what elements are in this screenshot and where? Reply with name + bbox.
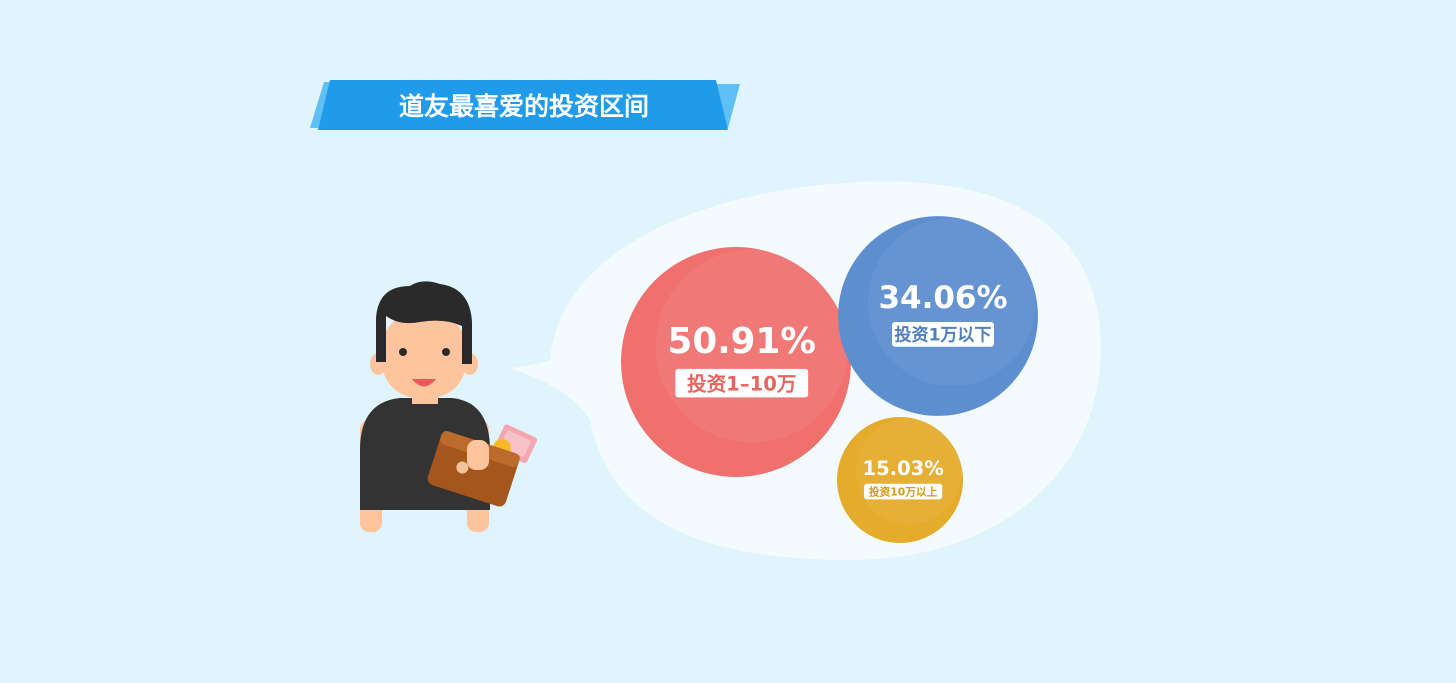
bubble-chart: 50.91% 投资1–10万 34.06% 投资1万以下 15.03% 投资10万以上 xyxy=(621,216,1038,544)
face xyxy=(382,312,466,398)
bubble-3: 15.03% 投资10万以上 xyxy=(836,416,964,544)
bubble-value-label: 34.06% xyxy=(878,280,1007,316)
page-title: 道友最喜爱的投资区间 xyxy=(399,92,649,121)
bubble-2: 34.06% 投资1万以下 xyxy=(838,216,1038,416)
bubble-circle xyxy=(836,416,964,544)
right-eye xyxy=(442,348,450,356)
bubble-circle xyxy=(621,247,851,477)
mouth xyxy=(412,379,436,387)
left-eye xyxy=(399,348,407,356)
bubble-label-pill xyxy=(675,368,809,398)
ribbon-body xyxy=(318,80,728,130)
right-hand xyxy=(467,440,489,470)
bubble-label-pill xyxy=(892,321,994,347)
bubble-value-label: 15.03% xyxy=(863,457,944,480)
bubble-category-label: 投资10万以上 xyxy=(869,486,938,499)
bubble-label-pill xyxy=(864,483,943,500)
bubble-value-label: 50.91% xyxy=(668,321,816,362)
person-with-wallet-illustration xyxy=(360,281,537,532)
bubble-category-label: 投资1–10万 xyxy=(687,372,796,395)
title-ribbon: 道友最喜爱的投资区间 xyxy=(310,80,740,130)
bubble-circle xyxy=(838,216,1038,416)
hair xyxy=(376,281,472,364)
bubble-1: 50.91% 投资1–10万 xyxy=(621,247,851,477)
bubble-category-label: 投资1万以下 xyxy=(895,325,992,346)
